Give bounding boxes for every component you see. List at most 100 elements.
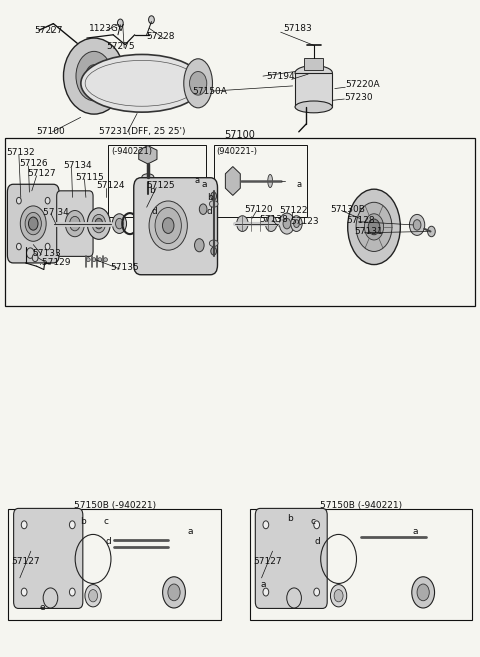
Text: 57227: 57227 (34, 26, 63, 35)
Text: 57220A: 57220A (345, 80, 380, 89)
Circle shape (263, 521, 269, 529)
Ellipse shape (348, 189, 400, 265)
Circle shape (43, 588, 58, 608)
Text: a: a (412, 527, 418, 536)
Text: a: a (261, 579, 266, 589)
Circle shape (32, 254, 38, 261)
Ellipse shape (70, 216, 80, 231)
Text: 57120: 57120 (244, 205, 273, 214)
Circle shape (190, 72, 207, 95)
Text: 1123GV: 1123GV (89, 24, 125, 33)
Ellipse shape (81, 55, 203, 112)
Text: 57126: 57126 (19, 159, 48, 168)
Text: 57100: 57100 (225, 130, 255, 140)
Circle shape (330, 585, 347, 607)
Circle shape (16, 197, 21, 204)
FancyBboxPatch shape (13, 509, 83, 608)
Text: b: b (207, 193, 213, 202)
Circle shape (199, 204, 207, 214)
Ellipse shape (76, 51, 112, 101)
Circle shape (428, 226, 435, 237)
Text: e: e (40, 602, 46, 612)
Text: d: d (152, 208, 157, 216)
Text: 57194: 57194 (266, 72, 295, 81)
Ellipse shape (295, 101, 332, 113)
Circle shape (45, 197, 50, 204)
Circle shape (314, 588, 320, 596)
Ellipse shape (87, 208, 110, 239)
Text: 57150A: 57150A (192, 87, 227, 96)
Text: d: d (105, 537, 111, 546)
Text: d: d (314, 537, 320, 546)
Text: 57123: 57123 (290, 217, 319, 226)
Ellipse shape (92, 258, 96, 261)
Ellipse shape (209, 200, 218, 207)
Circle shape (21, 521, 27, 529)
Text: 57231(DFF, 25 25'): 57231(DFF, 25 25') (99, 127, 185, 136)
Circle shape (134, 213, 139, 219)
Ellipse shape (142, 173, 154, 180)
Text: 57128: 57128 (346, 215, 375, 225)
Text: 57127: 57127 (253, 556, 282, 566)
Circle shape (70, 588, 75, 596)
Circle shape (28, 217, 38, 230)
Ellipse shape (184, 58, 213, 108)
Circle shape (163, 577, 185, 608)
Circle shape (279, 213, 295, 234)
Ellipse shape (155, 208, 181, 244)
Text: 57115: 57115 (75, 173, 104, 182)
Ellipse shape (112, 214, 127, 233)
Ellipse shape (364, 214, 384, 240)
Text: (940221-): (940221-) (216, 147, 257, 156)
Text: 57183: 57183 (283, 24, 312, 33)
Text: a: a (297, 180, 301, 189)
FancyBboxPatch shape (255, 509, 327, 608)
Circle shape (95, 218, 103, 229)
Bar (214, 145, 307, 217)
Circle shape (334, 589, 343, 602)
Circle shape (89, 589, 97, 602)
Circle shape (412, 577, 434, 608)
Text: 57150B (-940221): 57150B (-940221) (320, 501, 402, 510)
Circle shape (283, 218, 291, 229)
Circle shape (194, 238, 204, 252)
Bar (250, 509, 472, 620)
Ellipse shape (20, 206, 46, 241)
Text: a: a (202, 180, 207, 189)
Ellipse shape (63, 38, 124, 114)
Text: 57127: 57127 (11, 556, 40, 566)
Circle shape (413, 219, 421, 230)
Text: 57122: 57122 (279, 206, 308, 215)
Text: 57228: 57228 (147, 32, 175, 41)
Ellipse shape (116, 218, 123, 229)
Circle shape (263, 588, 269, 596)
Bar (5, 139, 475, 306)
Ellipse shape (86, 64, 102, 87)
Ellipse shape (209, 240, 218, 246)
Circle shape (70, 521, 75, 529)
Bar (8, 509, 221, 620)
Circle shape (417, 584, 429, 600)
Text: 57134: 57134 (63, 162, 92, 170)
Ellipse shape (25, 212, 41, 235)
Circle shape (162, 217, 174, 233)
Ellipse shape (86, 258, 90, 261)
Text: 57133: 57133 (32, 248, 60, 258)
Circle shape (149, 16, 155, 24)
Ellipse shape (144, 193, 152, 198)
Circle shape (211, 247, 216, 255)
FancyBboxPatch shape (134, 177, 217, 275)
Circle shape (287, 588, 301, 608)
Text: 57275: 57275 (106, 42, 134, 51)
Circle shape (135, 203, 138, 207)
Polygon shape (226, 167, 240, 195)
Text: 57 34: 57 34 (43, 208, 69, 217)
Text: 57230: 57230 (344, 93, 373, 102)
Circle shape (314, 521, 320, 529)
Ellipse shape (92, 214, 106, 233)
Ellipse shape (104, 258, 108, 261)
Ellipse shape (149, 201, 187, 250)
FancyBboxPatch shape (57, 191, 93, 256)
Ellipse shape (268, 174, 273, 187)
Circle shape (26, 248, 34, 258)
